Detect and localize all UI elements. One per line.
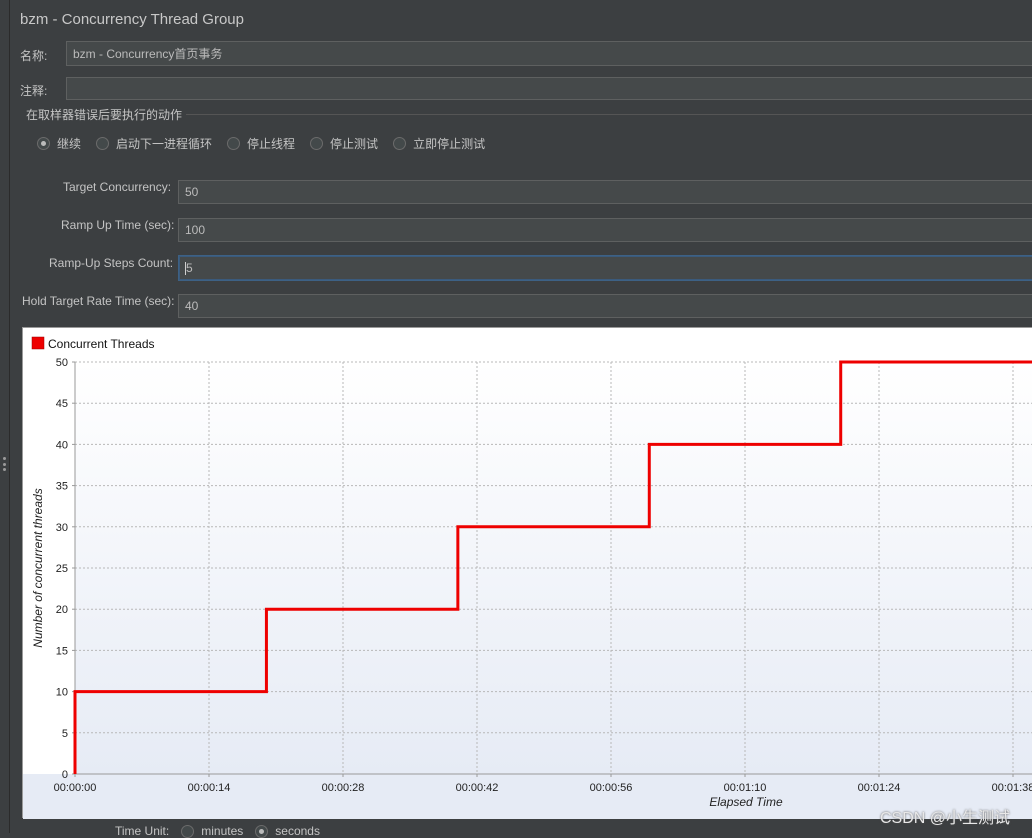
splitter-gutter[interactable] [0,0,10,833]
radio-unchecked-icon[interactable] [227,137,241,150]
x-tick-label: 00:00:00 [54,782,97,794]
radio-unchecked-icon[interactable] [393,137,407,150]
y-tick-label: 20 [56,604,68,616]
y-tick-label: 45 [56,398,68,410]
y-tick-label: 50 [56,357,68,369]
ramp-up-steps-field[interactable]: 5 [178,255,1032,281]
radio-continue[interactable]: 继续 [37,135,81,152]
x-tick-label: 00:00:42 [456,782,499,794]
error-action-radio-group: 继续 启动下一进程循环 停止线程 停止测试 立即停止测试 [37,135,500,152]
panel-title: bzm - Concurrency Thread Group [20,11,244,28]
x-tick-label: 00:00:28 [322,782,365,794]
name-label: 名称: [20,49,48,63]
comment-field[interactable] [66,77,1032,100]
y-tick-label: 30 [56,522,68,534]
splitter-grip-icon[interactable] [3,457,6,471]
concurrency-chart: 0 5 10 15 20 25 30 35 40 45 50 00:00:00 00:00:14 00:0… [22,327,1032,819]
y-tick-label: 15 [56,645,68,657]
name-field[interactable]: bzm - Concurrency首页事务 [66,41,1032,66]
chart-svg: 0 5 10 15 20 25 30 35 40 45 50 00:00:00 00:00:14 00:0… [23,336,1032,819]
comment-label: 注释: [20,84,48,98]
radio-stop-test-now[interactable]: 立即停止测试 [393,135,485,152]
x-tick-label: 00:00:14 [188,782,231,794]
radio-label: 继续 [57,137,82,151]
y-tick-label: 40 [56,439,68,451]
series-line [73,360,1032,774]
ramp-up-steps-value: 5 [186,261,193,275]
radio-checked-icon[interactable] [37,137,50,150]
y-tick-label: 35 [56,481,68,493]
radio-unchecked-icon[interactable] [310,137,324,150]
plot-bottom-band [23,774,1032,819]
y-tick-label: 25 [56,563,68,575]
ramp-up-time-field[interactable]: 100 [178,218,1032,242]
radio-unchecked-icon[interactable] [96,137,110,150]
ramp-up-time-label: Ramp Up Time (sec): [61,218,175,232]
time-unit-row: Time Unit: minutes seconds [115,824,320,838]
radio-start-next-loop[interactable]: 启动下一进程循环 [96,135,212,152]
radio-label: 停止线程 [247,137,296,151]
radio-label: 停止测试 [330,137,379,151]
x-axis-label: Elapsed Time [709,795,783,809]
x-tick-label: 00:01:10 [724,782,767,794]
y-axis-label: Number of concurrent threads [31,488,45,647]
hold-time-label: Hold Target Rate Time (sec): [22,294,175,308]
radio-checked-icon[interactable] [255,824,269,838]
radio-label: 立即停止测试 [413,137,486,151]
fieldset-divider [186,114,1032,115]
y-tick-label: 10 [56,687,68,699]
error-action-label: 在取样器错误后要执行的动作 [26,108,183,122]
legend-swatch [31,336,45,350]
time-unit-option-minutes: minutes [201,824,244,838]
hold-time-field[interactable]: 40 [178,294,1032,318]
text-caret [185,261,186,275]
watermark: CSDN @小生测试 [880,810,1011,827]
legend-label: Concurrent Threads [48,337,155,351]
radio-stop-test[interactable]: 停止测试 [310,135,378,152]
target-concurrency-label: Target Concurrency: [63,180,172,194]
time-unit-option-seconds: seconds [275,824,320,838]
x-tick-label: 00:01:38 [992,782,1032,794]
target-concurrency-field[interactable]: 50 [178,180,1032,204]
ramp-up-steps-label: Ramp-Up Steps Count: [49,256,174,270]
time-unit-label: Time Unit: [115,824,170,838]
y-tick-label: 0 [62,769,68,781]
radio-label: 启动下一进程循环 [116,137,213,151]
y-tick-label: 5 [62,728,68,740]
radio-stop-thread[interactable]: 停止线程 [227,135,295,152]
x-tick-label: 00:00:56 [590,782,633,794]
x-tick-label: 00:01:24 [858,782,901,794]
radio-unchecked-icon[interactable] [181,824,195,838]
